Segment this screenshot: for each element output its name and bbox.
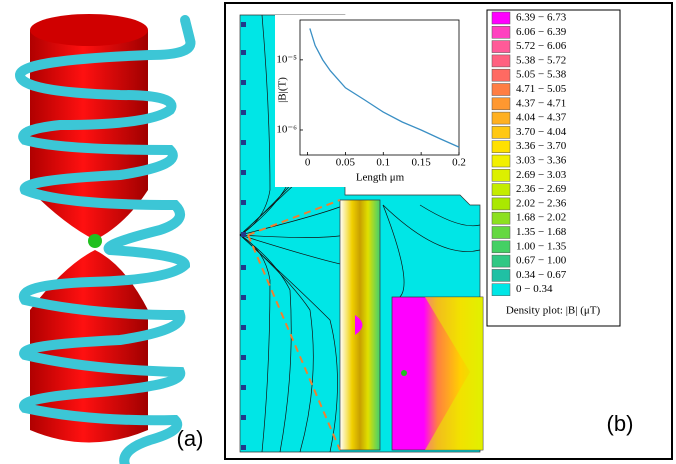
y-axis-label: |B|(T): [277, 77, 289, 103]
panel-label: (a): [177, 426, 204, 451]
coil-render: [14, 14, 196, 464]
legend-label: 4.37 − 4.71: [516, 97, 566, 109]
x-axis-label: Length μm: [356, 172, 405, 184]
y-tick-label: 10⁻⁵: [276, 53, 297, 65]
legend-swatch: [491, 240, 511, 254]
x-tick-label: 0.1: [376, 157, 390, 169]
legend-label: 5.72 − 6.06: [516, 40, 567, 52]
inset-plot: |B|(T) Length μm 0 0.05 0.1 0.15 0.2 10⁻⁵ 10⁻⁶: [276, 19, 466, 184]
x-tick-label: 0.05: [336, 157, 356, 169]
legend-label: 4.71 − 5.05: [516, 83, 567, 95]
inset-background: [275, 15, 465, 187]
legend-label: 6.06 − 6.39: [516, 26, 567, 38]
legend-label: 4.04 − 4.37: [516, 112, 567, 124]
legend-label: 2.36 − 2.69: [516, 183, 567, 195]
x-tick-label: 0: [305, 157, 311, 169]
legend-swatch: [491, 97, 511, 111]
legend-swatch: [491, 197, 511, 211]
legend-swatch: [491, 111, 511, 125]
legend-label: 2.69 − 3.03: [516, 169, 567, 181]
data-line: [309, 28, 460, 148]
legend-swatch: [491, 11, 511, 25]
legend-label: 0 − 0.34: [516, 283, 553, 295]
legend-label: 1.68 − 2.02: [516, 212, 566, 224]
legend-label: 5.05 − 5.38: [516, 69, 567, 81]
legend-swatch: [491, 211, 511, 225]
legend-label: 1.00 − 1.35: [516, 240, 567, 252]
legend-swatch: [491, 169, 511, 182]
legend-label: 3.03 − 3.36: [516, 155, 567, 167]
legend-swatch: [491, 140, 511, 153]
legend-swatch: [491, 183, 511, 196]
legend-swatch: [491, 26, 511, 39]
legend-label: 0.67 − 1.00: [516, 255, 567, 267]
legend-title: Density plot: |B| (μT): [506, 305, 601, 317]
legend-label: 3.36 − 3.70: [516, 140, 567, 152]
legend-swatch: [491, 283, 511, 296]
legend-label: 0.34 − 0.67: [516, 269, 567, 281]
panel-label: (b): [607, 411, 634, 436]
legend-swatch: [491, 269, 511, 282]
legend-swatch: [491, 126, 511, 139]
legend-label: 1.35 − 1.68: [516, 226, 567, 238]
legend-swatch: [491, 83, 511, 96]
x-tick-label: 0.2: [452, 157, 466, 169]
legend-swatch: [491, 226, 511, 239]
legend-swatch: [491, 68, 511, 82]
y-tick-label: 10⁻⁶: [276, 124, 297, 136]
legend-swatch: [491, 40, 511, 53]
x-tick-label: 0.15: [412, 157, 432, 169]
legend-swatch: [491, 254, 511, 268]
legend-label: 3.70 − 4.04: [516, 126, 567, 138]
legend-label: 6.39 − 6.73: [516, 12, 567, 24]
legend-label: 5.38 − 5.72: [516, 54, 566, 66]
legend-swatch: [491, 154, 511, 168]
legend-label: 2.02 − 2.36: [516, 197, 567, 209]
legend-swatch: [491, 54, 511, 68]
